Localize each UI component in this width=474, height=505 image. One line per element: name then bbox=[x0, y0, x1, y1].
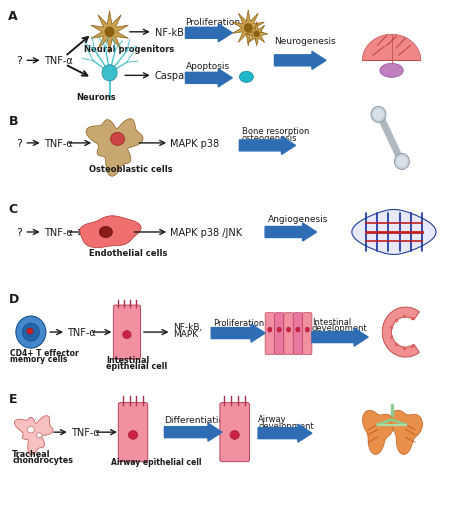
Ellipse shape bbox=[296, 327, 300, 332]
FancyArrow shape bbox=[185, 70, 232, 88]
Text: MAPK p38: MAPK p38 bbox=[171, 139, 219, 148]
Text: Angiogenesis: Angiogenesis bbox=[267, 215, 328, 224]
FancyArrow shape bbox=[312, 328, 368, 346]
Ellipse shape bbox=[305, 327, 310, 332]
Polygon shape bbox=[352, 210, 436, 255]
Text: TNF-α: TNF-α bbox=[67, 327, 96, 337]
Text: Proliferation: Proliferation bbox=[185, 18, 241, 27]
Text: development: development bbox=[258, 421, 314, 430]
FancyBboxPatch shape bbox=[118, 403, 148, 462]
FancyBboxPatch shape bbox=[284, 313, 293, 355]
Text: TNF-α: TNF-α bbox=[44, 139, 73, 148]
Text: ?: ? bbox=[16, 228, 22, 237]
FancyBboxPatch shape bbox=[293, 313, 302, 355]
FancyArrow shape bbox=[258, 424, 312, 442]
Ellipse shape bbox=[239, 72, 254, 83]
Text: CD4+ T effector: CD4+ T effector bbox=[10, 348, 79, 357]
Ellipse shape bbox=[380, 64, 403, 78]
Ellipse shape bbox=[123, 331, 131, 339]
FancyBboxPatch shape bbox=[302, 313, 312, 355]
Polygon shape bbox=[391, 411, 422, 455]
FancyArrow shape bbox=[185, 25, 232, 43]
FancyBboxPatch shape bbox=[220, 403, 249, 462]
Text: Apoptosis: Apoptosis bbox=[185, 62, 229, 71]
Text: Airway: Airway bbox=[258, 414, 287, 423]
Text: memory cells: memory cells bbox=[10, 354, 67, 363]
Polygon shape bbox=[232, 11, 264, 47]
Text: Tracheal: Tracheal bbox=[12, 449, 51, 458]
Ellipse shape bbox=[27, 427, 35, 433]
Text: Neurons: Neurons bbox=[77, 93, 116, 102]
Text: E: E bbox=[9, 392, 17, 406]
Text: ?: ? bbox=[16, 56, 22, 66]
FancyArrow shape bbox=[274, 52, 326, 70]
FancyArrow shape bbox=[265, 224, 317, 241]
Text: osteogenesis: osteogenesis bbox=[242, 134, 297, 143]
Text: Intestinal: Intestinal bbox=[312, 317, 351, 326]
Ellipse shape bbox=[277, 327, 281, 332]
Text: Endothelial cells: Endothelial cells bbox=[89, 248, 167, 257]
Text: epithelial cell: epithelial cell bbox=[106, 362, 167, 370]
Text: MAPK p38 /JNK: MAPK p38 /JNK bbox=[171, 228, 243, 237]
FancyArrow shape bbox=[164, 423, 222, 441]
Polygon shape bbox=[86, 120, 143, 177]
Text: Differentiation: Differentiation bbox=[164, 415, 230, 424]
Polygon shape bbox=[363, 411, 394, 455]
Circle shape bbox=[22, 323, 39, 341]
Polygon shape bbox=[246, 23, 268, 47]
Ellipse shape bbox=[128, 431, 137, 439]
Text: NF-kB: NF-kB bbox=[155, 28, 183, 38]
Polygon shape bbox=[80, 216, 141, 248]
Text: C: C bbox=[9, 203, 18, 216]
Circle shape bbox=[374, 110, 383, 120]
Circle shape bbox=[254, 32, 259, 37]
Text: A: A bbox=[9, 10, 18, 23]
Text: B: B bbox=[9, 115, 18, 128]
Text: NF-kB,: NF-kB, bbox=[173, 322, 202, 331]
Ellipse shape bbox=[36, 433, 42, 438]
FancyBboxPatch shape bbox=[274, 313, 284, 355]
Circle shape bbox=[16, 317, 46, 348]
Polygon shape bbox=[362, 35, 421, 61]
FancyArrow shape bbox=[211, 324, 265, 342]
FancyArrow shape bbox=[239, 137, 296, 155]
Text: Airway epithelial cell: Airway epithelial cell bbox=[110, 457, 201, 466]
Text: Neural progenitors: Neural progenitors bbox=[84, 45, 174, 54]
FancyBboxPatch shape bbox=[265, 313, 274, 355]
Circle shape bbox=[397, 157, 407, 167]
Text: Intestinal: Intestinal bbox=[106, 356, 149, 365]
Text: D: D bbox=[9, 292, 18, 306]
Circle shape bbox=[105, 28, 114, 37]
Text: MAPK: MAPK bbox=[173, 329, 198, 338]
Ellipse shape bbox=[268, 327, 272, 332]
Text: Caspase: Caspase bbox=[155, 71, 196, 81]
Circle shape bbox=[245, 25, 252, 33]
Ellipse shape bbox=[230, 431, 239, 439]
Text: TNF-α: TNF-α bbox=[44, 228, 73, 237]
Text: Osteoblastic cells: Osteoblastic cells bbox=[89, 165, 172, 174]
Text: Bone resorption: Bone resorption bbox=[242, 127, 309, 136]
Ellipse shape bbox=[99, 227, 112, 238]
Circle shape bbox=[102, 66, 117, 82]
FancyBboxPatch shape bbox=[113, 306, 140, 360]
Ellipse shape bbox=[27, 328, 33, 334]
Ellipse shape bbox=[110, 133, 125, 146]
Polygon shape bbox=[15, 416, 53, 455]
Text: TNF-α: TNF-α bbox=[44, 56, 73, 66]
Ellipse shape bbox=[286, 327, 291, 332]
Polygon shape bbox=[382, 308, 419, 358]
Text: ?: ? bbox=[16, 139, 22, 148]
Text: chondrocytes: chondrocytes bbox=[12, 455, 73, 464]
Text: Proliferation: Proliferation bbox=[213, 318, 264, 327]
Circle shape bbox=[371, 107, 386, 123]
Text: development: development bbox=[312, 323, 368, 332]
Text: Neurogenesis: Neurogenesis bbox=[274, 37, 336, 46]
Polygon shape bbox=[91, 12, 128, 54]
Circle shape bbox=[394, 154, 410, 170]
Text: TNF-α: TNF-α bbox=[71, 427, 100, 437]
